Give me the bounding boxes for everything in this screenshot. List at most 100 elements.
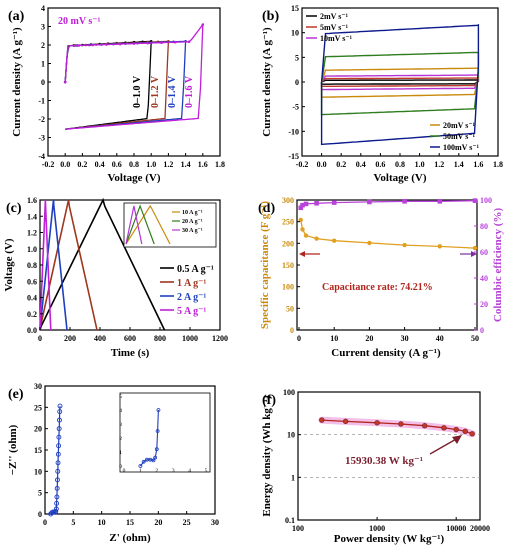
- x-tick-label: 0.8: [129, 160, 139, 169]
- panel-b-letter: (b): [262, 9, 279, 24]
- x-tick-label: 20: [365, 334, 373, 343]
- x-tick-label: 40: [436, 334, 444, 343]
- y-tick-label: 100: [282, 283, 294, 292]
- cv-curve: [320, 77, 480, 88]
- panel-c-xlabel: Time (s): [111, 347, 150, 359]
- inset-x-tick-label: 2: [155, 468, 158, 474]
- x-tick-label: 400: [94, 334, 106, 343]
- panel-c-inset-legend-3: 30 A g⁻¹: [182, 228, 203, 234]
- y-tick-label: -5: [292, 103, 299, 112]
- x-tick-label: 15: [126, 518, 134, 527]
- y-tick-label: -2: [38, 115, 45, 124]
- energy-point: [342, 418, 349, 425]
- panel-a-rate: 20 mV s⁻¹: [58, 16, 101, 27]
- energy-point: [374, 420, 380, 426]
- panel-c-legend-4: 5 A g⁻¹: [177, 306, 206, 317]
- efficiency-line: [300, 200, 476, 209]
- y-tick-label: 2: [41, 41, 45, 50]
- energy-point: [319, 417, 325, 423]
- cv-curve: [320, 67, 480, 98]
- x-tick-label: 0.2: [77, 160, 87, 169]
- panel-e-inset-points: 0 1 2 3 4 5 0 1 2 3 4 5: [119, 394, 207, 474]
- inset-gcd-curve: [125, 204, 155, 245]
- x-tick-label: 1.4: [181, 160, 191, 169]
- x-tick-label: 800: [154, 334, 166, 343]
- y-right-tick-label: 100: [480, 196, 492, 205]
- inset-y-tick-label: 3: [119, 422, 122, 428]
- x-tick-label: 0.2: [336, 160, 346, 169]
- efficiency-point: [314, 200, 319, 206]
- panel-d-ylabel-right: Columbic efficiency (%): [492, 208, 504, 323]
- x-tick-label: 1.4: [454, 160, 464, 169]
- panel-a-ticks: -0.2 0.0 0.2 0.4 0.6 0.8 1.0 1.2 1.4 1.6 1.8 -4 -3 -2…: [38, 4, 225, 169]
- y-tick-label: 10: [34, 467, 42, 476]
- nyquist-point: [55, 460, 61, 466]
- efficiency-point: [331, 200, 337, 205]
- panel-f-annotation: 15930.38 W kg⁻¹: [345, 455, 423, 467]
- x-tick-label: 1000: [182, 334, 198, 343]
- panel-e-points: [48, 403, 63, 517]
- cv-marker: [173, 40, 177, 44]
- x-tick-label: 30: [401, 334, 409, 343]
- panel-d-annotation: Capacitance rate: 74.21%: [322, 282, 433, 293]
- nyquist-point: [56, 443, 62, 449]
- y-tick-label: 4: [41, 4, 45, 13]
- capacitance-point: [303, 233, 309, 238]
- x-tick-label: 1.8: [215, 160, 225, 169]
- y-tick-label: 0.0: [27, 326, 37, 335]
- panel-c-inset: 10 A g⁻¹ 20 A g⁻¹ 30 A g⁻¹: [123, 202, 217, 248]
- y-right-tick-label: 80: [480, 222, 488, 231]
- panel-d-ylabel-left: Specific capacitance (F g⁻¹): [259, 201, 271, 329]
- panel-b-legend-3: 10mV s⁻¹: [320, 34, 353, 43]
- x-tick-label: 50: [471, 334, 479, 343]
- panel-b-ticks: -0.2 0.0 0.2 0.4 0.6 0.8 1.0 1.2 1.4 1.6 1.8 -15 -10…: [288, 4, 503, 169]
- nyquist-point: [55, 477, 60, 483]
- panel-c-legend-1: 0.5 A g⁻¹: [177, 264, 214, 275]
- efficiency-point: [472, 198, 478, 203]
- x-tick-label: 1200: [212, 334, 228, 343]
- panel-f-frame: [297, 391, 481, 521]
- y-tick-label: -10: [288, 127, 299, 136]
- panel-d-xlabel: Current density (A g⁻¹): [331, 347, 441, 359]
- y-tick-label: 1.0: [27, 245, 37, 254]
- nyquist-point: [57, 403, 63, 409]
- x-tick-label: 25: [183, 518, 191, 527]
- panel-d-arrowhead-left: [299, 251, 305, 257]
- x-tick-label: 1.0: [146, 160, 156, 169]
- capacitance-point: [314, 236, 319, 241]
- inset-y-tick-label: 0: [119, 464, 122, 470]
- panel-c-inset-curves: [125, 204, 171, 245]
- panel-b-legend-top: 2mV s⁻¹ 5mV s⁻¹ 10mV s⁻¹: [306, 12, 353, 43]
- x-tick-label: 1000: [369, 524, 385, 533]
- inset-nyquist-point: [156, 408, 161, 412]
- nyquist-point: [56, 426, 62, 432]
- y-tick-label: 100: [283, 388, 295, 397]
- panel-f-ticks: 100 1000 10000 20000 0.1 1 10 100: [283, 388, 490, 533]
- nyquist-point: [54, 494, 60, 500]
- panel-a-letter: (a): [8, 9, 25, 24]
- panel-b-legend-bottom: 20mV s⁻¹ 50mV s⁻¹ 100mV s⁻¹: [430, 121, 480, 152]
- x-tick-label: 20000: [470, 524, 490, 533]
- nyquist-point: [55, 451, 61, 457]
- y-tick-label: 30: [34, 382, 42, 391]
- y-tick-label: 20: [34, 425, 42, 434]
- nyquist-point: [57, 417, 62, 423]
- x-tick-label: -0.2: [296, 160, 309, 169]
- panel-c-legend-2: 1 A g⁻¹: [177, 278, 206, 289]
- y-tick-label: -4: [38, 152, 45, 161]
- x-tick-label: 0.0: [60, 160, 70, 169]
- nyquist-point: [57, 409, 63, 415]
- panel-a: -0.2 0.0 0.2 0.4 0.6 0.8 1.0 1.2 1.4 1.6 1.8 -4 -3 -2…: [8, 4, 225, 184]
- x-tick-label: 1.2: [434, 160, 444, 169]
- x-tick-label: -0.2: [42, 160, 55, 169]
- panel-f-arrowhead: [452, 435, 462, 444]
- x-tick-label: 10: [98, 518, 106, 527]
- capacitance-line: [300, 219, 476, 249]
- panel-a-window-2: 0–1.2 V: [150, 75, 161, 108]
- panel-b-legend-4: 20mV s⁻¹: [443, 121, 476, 130]
- y-tick-label: 15: [291, 4, 299, 13]
- energy-point: [422, 423, 428, 429]
- x-tick-label: 10: [330, 334, 338, 343]
- x-tick-label: 0.4: [356, 160, 366, 169]
- panel-a-window-3: 0–1.4 V: [167, 75, 178, 108]
